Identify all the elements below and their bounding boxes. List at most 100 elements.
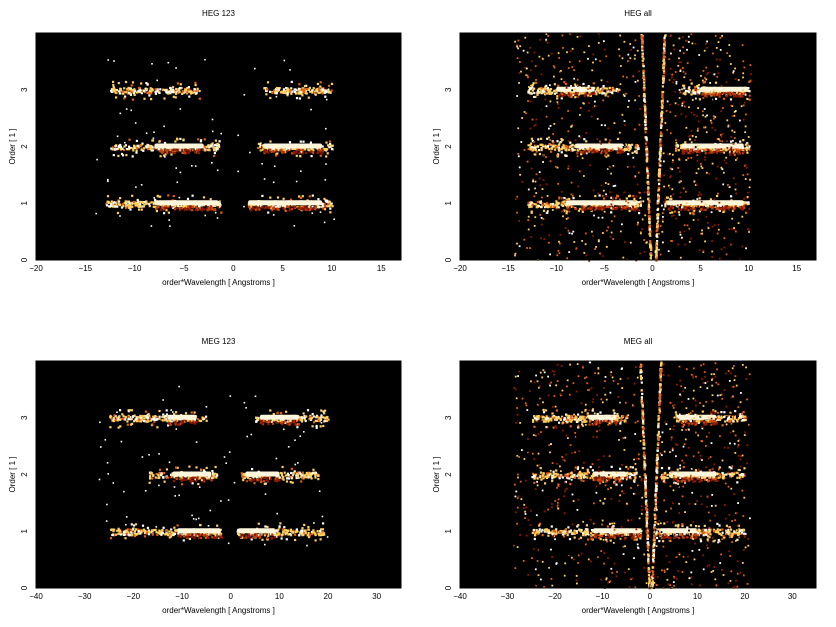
heatmap-cell (243, 537, 246, 540)
heatmap-cell (670, 197, 673, 200)
heatmap-cell (160, 531, 164, 535)
heatmap-cell (585, 140, 588, 143)
heatmap-cell (698, 148, 701, 151)
heatmap-cell (669, 152, 671, 155)
heatmap-cell (629, 116, 632, 119)
heatmap-cell (719, 150, 722, 154)
heatmap-cell (639, 252, 641, 255)
heatmap-cell (733, 131, 736, 133)
heatmap-cell (529, 127, 532, 130)
heatmap-cell (565, 87, 568, 89)
heatmap-cell (669, 132, 672, 135)
heatmap-cell (132, 200, 136, 203)
heatmap-cell (149, 145, 152, 148)
heatmap-cell (678, 213, 681, 216)
heatmap-cell (594, 248, 596, 250)
heatmap-cell (709, 82, 712, 84)
heatmap-cell (570, 193, 573, 196)
heatmap-cell (518, 245, 521, 248)
heatmap-cell (722, 97, 726, 100)
heatmap-cell (698, 197, 701, 200)
heatmap-cell (569, 145, 572, 148)
heatmap-cell (719, 93, 722, 96)
heatmap-cell (572, 94, 575, 96)
heatmap-cell (156, 88, 159, 91)
heatmap-cell (544, 144, 547, 147)
heatmap-cell (540, 143, 544, 146)
heatmap-cell (732, 143, 735, 146)
heatmap-cell (282, 90, 285, 93)
heatmap-cell (186, 533, 189, 536)
heatmap-cell (540, 137, 543, 140)
heatmap-cell (285, 538, 288, 541)
heatmap-cell (607, 95, 609, 98)
heatmap-cell (696, 147, 699, 150)
heatmap-cell (269, 196, 272, 199)
heatmap-cell (172, 148, 175, 151)
heatmap-cell (696, 159, 699, 162)
heatmap-cell (585, 254, 588, 257)
heatmap-cell (195, 208, 198, 212)
heatmap-cell (134, 122, 137, 124)
heatmap-cell (572, 230, 575, 233)
heatmap-cell (610, 231, 613, 234)
heatmap-cell (620, 148, 623, 151)
heatmap-cell (731, 217, 734, 220)
heatmap-cell (672, 214, 675, 217)
heatmap-cell (531, 42, 534, 45)
heatmap-cell (175, 67, 177, 69)
heatmap-cell (305, 92, 308, 95)
heatmap-cell (164, 153, 167, 156)
heatmap-cell (637, 79, 639, 82)
heatmap-cell (133, 93, 136, 96)
heatmap-cell (657, 186, 660, 189)
heatmap-cell (328, 84, 331, 87)
heatmap-cell (679, 144, 682, 147)
heatmap-cell (672, 153, 674, 156)
heatmap-cell (711, 82, 714, 84)
heatmap-cell (239, 536, 242, 539)
heatmap-cell (649, 240, 652, 243)
heatmap-cell (711, 225, 714, 228)
heatmap-cell (579, 195, 581, 197)
heatmap-cell (633, 209, 637, 212)
heatmap-cell (569, 92, 572, 95)
heatmap-cell (540, 217, 543, 219)
heatmap-cell (712, 52, 714, 55)
heatmap-cell (613, 215, 616, 218)
heatmap-cell (732, 70, 735, 73)
heatmap-cell (528, 89, 531, 92)
heatmap-cell (146, 202, 149, 205)
heatmap-cell (612, 185, 615, 187)
heatmap-cell (659, 164, 662, 167)
heatmap-cell (681, 236, 683, 239)
heatmap-cell (317, 91, 320, 94)
y-tick-label: 3 (20, 87, 29, 92)
heatmap-cell (625, 76, 628, 79)
heatmap-cell (661, 204, 663, 207)
heatmap-cell (516, 211, 518, 214)
heatmap-cell (300, 88, 303, 91)
heatmap-cell (744, 164, 747, 166)
heatmap-cell (295, 528, 298, 531)
heatmap-cell (678, 97, 681, 99)
heatmap-cell (688, 86, 691, 89)
heatmap-cell (669, 103, 671, 106)
heatmap-cell (289, 69, 291, 71)
heatmap-cell (611, 87, 614, 90)
heatmap-cell (712, 89, 715, 92)
heatmap-cell (208, 208, 211, 211)
heatmap-cell (626, 166, 629, 168)
heatmap-cell (290, 87, 293, 90)
heatmap-cell (565, 199, 568, 201)
heatmap-cell (669, 81, 672, 84)
heatmap-cell (569, 150, 572, 153)
heatmap-cell (590, 92, 593, 95)
heatmap-cell (188, 95, 191, 98)
heatmap-cell (216, 204, 219, 207)
heatmap-cell (567, 167, 570, 170)
heatmap-cell (737, 204, 740, 207)
heatmap-cell (133, 90, 136, 93)
heatmap-cell (737, 95, 741, 98)
heatmap-cell (744, 93, 747, 96)
